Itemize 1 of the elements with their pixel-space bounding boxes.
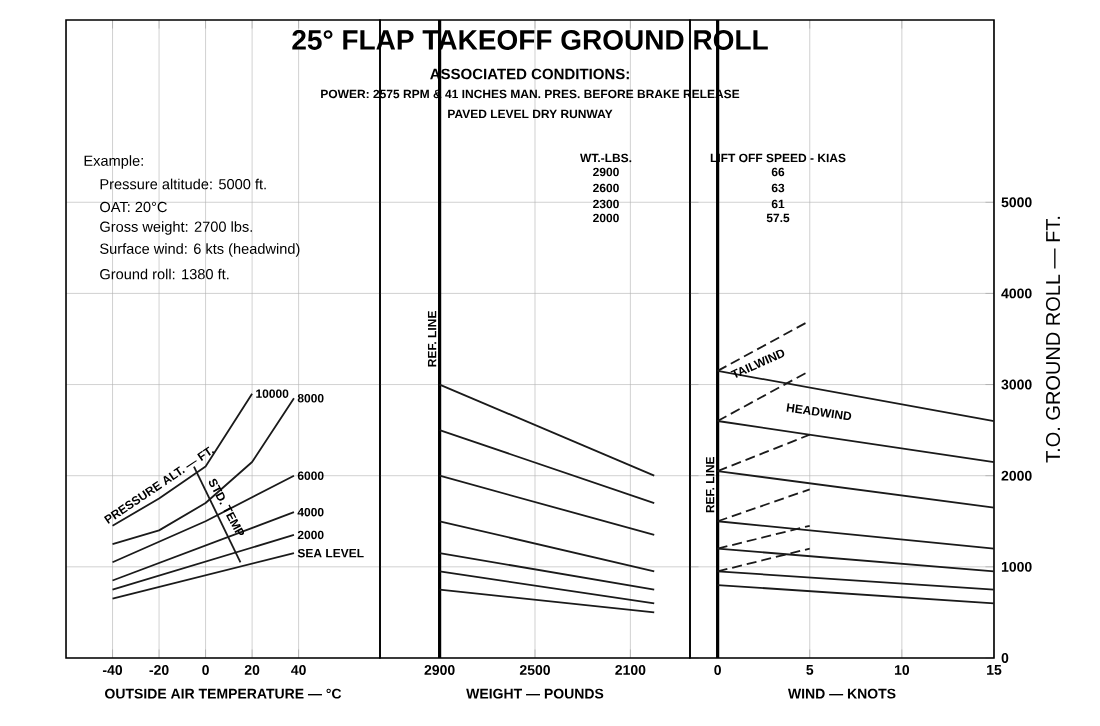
y-axis-title: T.O. GROUND ROLL — FT. <box>1045 216 1061 463</box>
